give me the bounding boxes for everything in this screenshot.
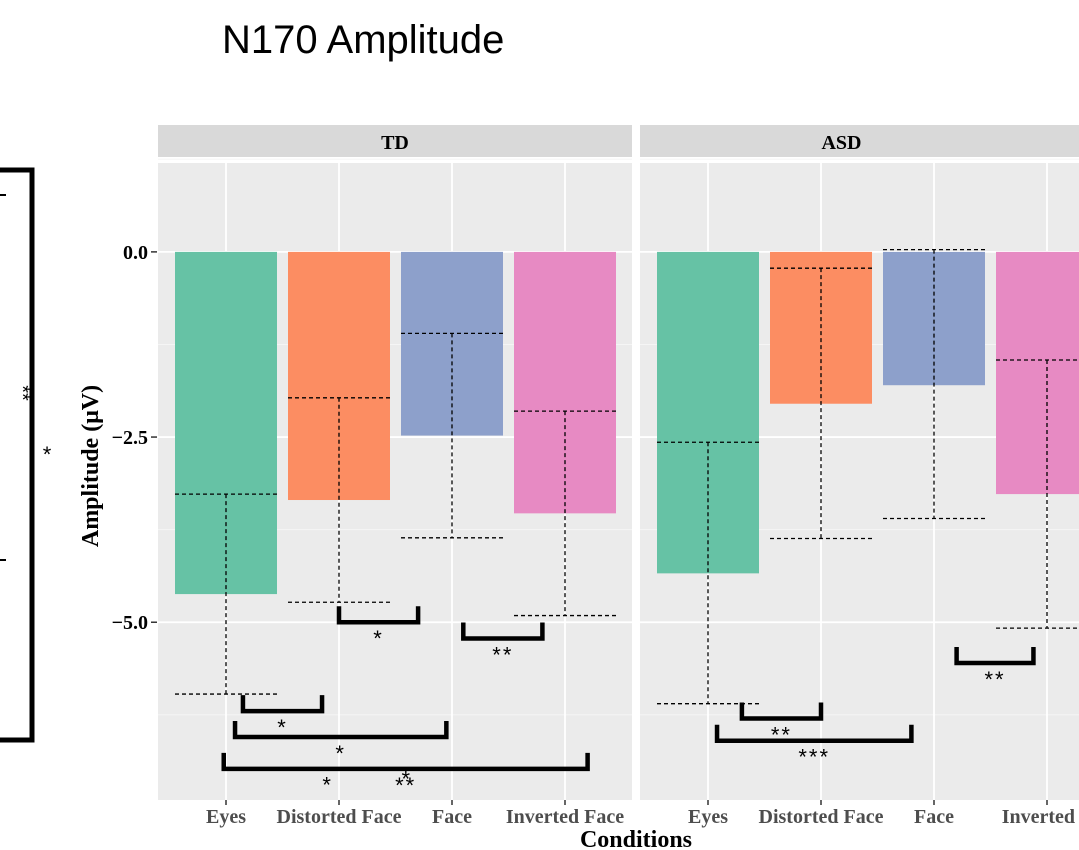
panel-asd: ASD*******Eyes Distorted Face Face Inverted… [640,125,1079,828]
bar-td-distorted-face [288,251,390,501]
y-tick-label: −2.5 [112,427,148,449]
x-tick-label: Face [432,806,472,828]
significance-bracket [461,622,545,641]
y-tick-label: 0.0 [123,242,148,264]
x-tick-label: Eyes [206,806,246,828]
y-axis-title: Amplitude (μV) [78,385,104,547]
x-tick-label: Inverted F [1002,806,1079,828]
x-tick-label: Face [914,806,954,828]
y-tick-label: −5.0 [112,612,148,634]
panel-strip [640,125,1079,157]
x-tick-label: Distorted Face [277,806,402,828]
panel-strip-label: ASD [821,132,861,154]
significance-bracket [336,606,421,625]
significance-label: ** [492,643,513,668]
significance-label: * [373,626,384,651]
cropped-bracket [0,167,35,743]
cropped-sig-label-b: * [43,442,52,467]
x-tick-label: Eyes [688,806,728,828]
significance-bracket [954,646,1036,666]
significance-bracket [221,752,590,772]
significance-label: *** [798,745,830,770]
panel-strip [158,125,632,157]
x-tick-label: Inverted Face [506,806,624,828]
bar-td-eyes [175,251,277,595]
cropped-sig-label-a: ** [11,385,33,401]
significance-bracket [240,695,325,714]
bar-td-inverted-face [514,251,616,514]
x-axis-title: Conditions [580,827,692,850]
significance-label: ** [984,667,1005,692]
significance-label: * [335,741,346,766]
significance-label: * [402,767,413,792]
significance-label: ** [395,773,416,798]
bar-asd-inverted-face [996,251,1079,495]
significance-bracket [714,724,914,743]
cropped-left-panel: ** * [0,167,52,743]
panel-td: TD******** *Eyes Distorted Face Face Inverte… [158,125,632,828]
significance-label: ** [771,723,792,748]
panel-strip-label: TD [381,132,409,154]
significance-label: * [322,773,333,798]
x-tick-label: Distorted Face [759,806,884,828]
significance-label: * [277,715,288,740]
significance-bracket [232,721,449,740]
page-title: N170 Amplitude [222,18,505,62]
bar-asd-eyes [657,251,759,574]
significance-bracket [739,702,824,721]
